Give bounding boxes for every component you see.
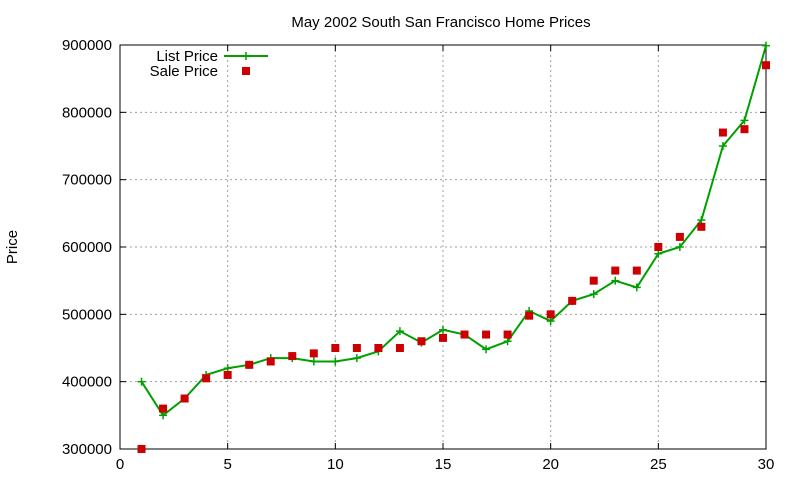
list-price-point [352, 354, 361, 363]
list-price-point [611, 276, 620, 285]
y-tick-label: 300000 [62, 441, 112, 458]
list-price-point [331, 357, 340, 366]
chart-title: May 2002 South San Francisco Home Prices [291, 14, 590, 31]
sale-price-point [482, 330, 491, 339]
sale-price-point [525, 311, 534, 320]
sale-price-point [331, 344, 340, 352]
grid-lines [120, 45, 766, 449]
y-tick-label: 900000 [62, 37, 112, 54]
sale-price-point [589, 276, 598, 285]
list-price-point [697, 216, 706, 225]
list-price-point [159, 411, 168, 420]
sale-price-point [266, 357, 275, 366]
x-tick-label: 10 [327, 456, 344, 473]
sale-price-point [611, 266, 620, 275]
sale-price-point [159, 404, 168, 413]
sale-price-point [503, 330, 512, 339]
legend-list-price-label: List Price [156, 48, 218, 65]
y-tick-label: 500000 [62, 306, 112, 323]
list-price-point [395, 327, 404, 336]
list-price-point [718, 142, 727, 150]
x-tick-label: 0 [116, 456, 124, 473]
sale-price-point [417, 337, 426, 346]
x-tick-label: 30 [758, 456, 775, 473]
sale-price-point [718, 128, 727, 137]
sale-price-point [288, 352, 297, 361]
legend: List Price Sale Price [150, 48, 268, 80]
list-price-point [309, 357, 318, 366]
legend-sale-price-label: Sale Price [150, 63, 218, 80]
list-price-point [482, 345, 491, 354]
sale-price-point [460, 330, 469, 339]
y-tick-label: 700000 [62, 172, 112, 189]
legend-list-price-marker [242, 52, 250, 60]
sale-price-point [245, 360, 254, 369]
sale-price-point [632, 266, 641, 275]
list-price-point [762, 41, 770, 50]
list-price-point [654, 249, 663, 258]
x-tick-label: 15 [435, 456, 452, 473]
y-tick-label: 800000 [62, 104, 112, 121]
list-price-point [503, 337, 512, 346]
list-price-point [589, 290, 598, 299]
list-price-point [223, 364, 232, 373]
series-layer [137, 41, 770, 453]
sale-price-point [740, 125, 749, 134]
sale-price-point [439, 333, 447, 342]
sale-price-point [374, 344, 383, 352]
list-price-point [439, 325, 447, 334]
sale-price-point [352, 344, 361, 352]
list-price-point [632, 283, 641, 292]
sale-price-point [675, 232, 684, 241]
sale-price-point [223, 370, 232, 379]
sale-price-point [137, 445, 146, 453]
list-price-point [675, 243, 684, 251]
sale-price-point [654, 243, 663, 251]
x-tick-label: 20 [542, 456, 559, 473]
y-tick-label: 400000 [62, 374, 112, 391]
sale-price-point [202, 374, 211, 383]
sale-price-point [309, 349, 318, 358]
axis-ticks: 0 5 10 15 20 25 30 300000 400000 500000 600000 7000… [62, 37, 774, 473]
list-price-point [740, 116, 749, 125]
list-price-point [137, 377, 146, 386]
sale-price-point [697, 222, 706, 231]
sale-price-point [395, 344, 404, 352]
x-tick-label: 25 [650, 456, 667, 473]
list-price-point [546, 317, 555, 326]
sale-price-point [546, 310, 555, 319]
y-tick-label: 600000 [62, 239, 112, 256]
sale-price-point [568, 296, 577, 305]
legend-sale-price-marker [242, 67, 250, 75]
sale-price-point [180, 394, 189, 403]
y-axis-label: Price [4, 230, 21, 264]
list-price-line [140, 45, 767, 417]
x-tick-label: 5 [223, 456, 231, 473]
sale-price-point [762, 61, 770, 70]
